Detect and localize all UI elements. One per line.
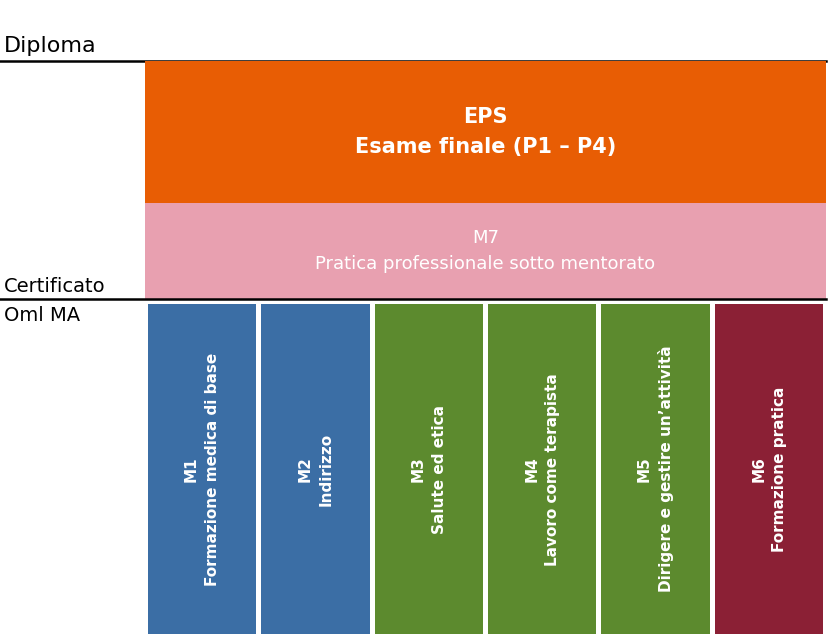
Text: M4
Lavoro come terapista: M4 Lavoro come terapista [525, 373, 560, 565]
Text: M1
Formazione medica di base: M1 Formazione medica di base [184, 352, 220, 586]
Bar [374, 304, 483, 634]
Text: M2
Indirizzo: M2 Indirizzo [297, 433, 334, 506]
Text: M3
Salute ed etica: M3 Salute ed etica [411, 404, 447, 534]
Text: M7
Pratica professionale sotto mentorato: M7 Pratica professionale sotto mentorato [315, 229, 656, 273]
Bar [145, 61, 826, 203]
Text: M6
Formazione pratica: M6 Formazione pratica [751, 386, 787, 552]
Text: Diploma: Diploma [4, 36, 97, 56]
Text: M5
Dirigere e gestire un’attività: M5 Dirigere e gestire un’attività [637, 346, 675, 592]
Bar [145, 203, 826, 299]
Text: Certificato: Certificato [4, 277, 105, 296]
Text: Oml MA: Oml MA [4, 306, 81, 325]
Bar [715, 304, 823, 634]
Bar [602, 304, 710, 634]
Bar [261, 304, 369, 634]
Bar [488, 304, 597, 634]
Bar [148, 304, 256, 634]
Text: EPS
Esame finale (P1 – P4): EPS Esame finale (P1 – P4) [355, 107, 616, 157]
